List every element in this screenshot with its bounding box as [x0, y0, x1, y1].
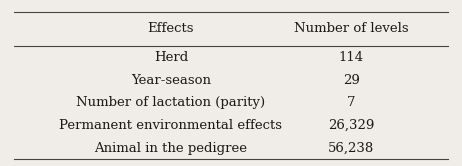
Text: Number of lactation (parity): Number of lactation (parity) — [76, 96, 266, 109]
Text: 29: 29 — [343, 74, 359, 87]
Text: Number of levels: Number of levels — [294, 22, 408, 35]
Text: Herd: Herd — [154, 51, 188, 64]
Text: 114: 114 — [339, 51, 364, 64]
Text: 26,329: 26,329 — [328, 119, 374, 132]
Text: Year-season: Year-season — [131, 74, 211, 87]
Text: 7: 7 — [347, 96, 355, 109]
Text: 56,238: 56,238 — [328, 142, 374, 155]
Text: Animal in the pedigree: Animal in the pedigree — [94, 142, 248, 155]
Text: Effects: Effects — [148, 22, 194, 35]
Text: Permanent environmental effects: Permanent environmental effects — [60, 119, 282, 132]
